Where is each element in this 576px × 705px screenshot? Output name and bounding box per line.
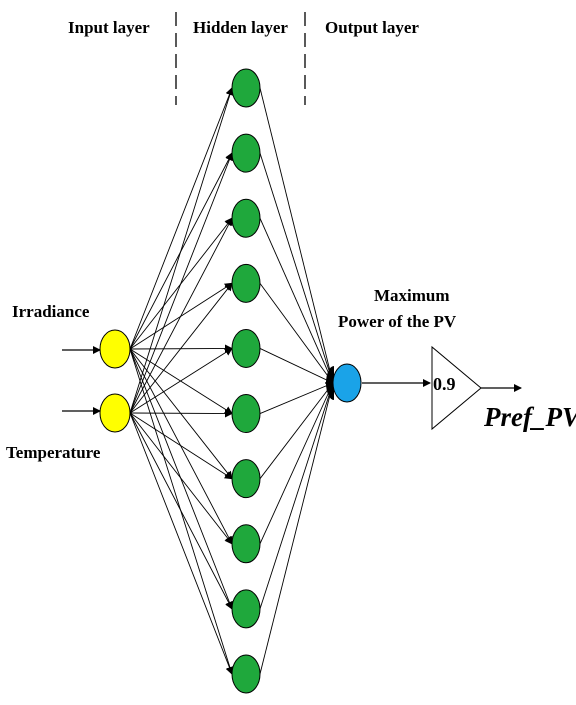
connection-hidden5-output: [259, 348, 334, 384]
hidden-neuron-8: [231, 524, 261, 564]
hidden-neuron-2: [231, 133, 261, 173]
pref-pv-label: Pref_PV: [484, 402, 576, 432]
connection-input1-hidden2: [129, 152, 233, 350]
connection-hidden10-output: [259, 382, 336, 675]
hidden-neuron-1: [231, 68, 261, 108]
input-layer-title: Input layer: [68, 18, 150, 37]
output-label-line2: Power of the PV: [338, 312, 457, 331]
input-neuron-irradiance: [99, 329, 131, 369]
hidden-neuron-3: [231, 198, 261, 238]
hidden-layer-title: Hidden layer: [193, 18, 288, 37]
connection-input2-hidden10: [129, 412, 234, 675]
connection-hidden2-output: [259, 152, 335, 384]
connection-hidden4-output: [259, 283, 334, 384]
hidden-neuron-7: [231, 459, 261, 499]
connection-input1-hidden5: [129, 344, 233, 353]
hidden-neuron-5: [231, 328, 261, 368]
input-hidden-connections: [129, 87, 234, 675]
gain-value: 0.9: [433, 374, 456, 394]
hidden-neuron-10: [231, 654, 261, 694]
connection-hidden3-output: [259, 218, 334, 384]
connection-input1-hidden9: [129, 348, 234, 610]
gain-block: [431, 345, 482, 431]
connection-input2-hidden5: [129, 347, 233, 414]
connection-input1-hidden10: [129, 348, 234, 675]
output-neuron: [332, 363, 362, 403]
irradiance-label: Irradiance: [12, 302, 90, 321]
connection-input1-hidden7: [129, 348, 233, 480]
connection-hidden7-output: [259, 382, 334, 479]
connection-hidden6-output: [259, 382, 334, 414]
connection-hidden9-output: [259, 382, 335, 610]
hidden-layer-neurons: [231, 68, 261, 694]
temperature-label: Temperature: [6, 443, 101, 462]
connection-hidden1-output: [259, 87, 336, 384]
output-label-line1: Maximum: [374, 286, 450, 305]
connection-hidden8-output: [259, 382, 334, 544]
connection-input1-hidden3: [129, 217, 233, 350]
connection-input2-hidden3: [129, 217, 233, 414]
connection-input1-hidden1: [129, 87, 234, 350]
output-layer-title: Output layer: [325, 18, 419, 37]
hidden-neuron-6: [231, 394, 261, 434]
connection-input1-hidden8: [129, 348, 233, 545]
input-neuron-temperature: [99, 393, 131, 433]
hidden-neuron-4: [231, 263, 261, 303]
hidden-output-connections: [259, 87, 336, 675]
connection-input1-hidden4: [129, 282, 233, 350]
output-neuron-junction: [326, 366, 334, 400]
connection-input1-hidden6: [129, 348, 233, 415]
hidden-neuron-9: [231, 589, 261, 629]
